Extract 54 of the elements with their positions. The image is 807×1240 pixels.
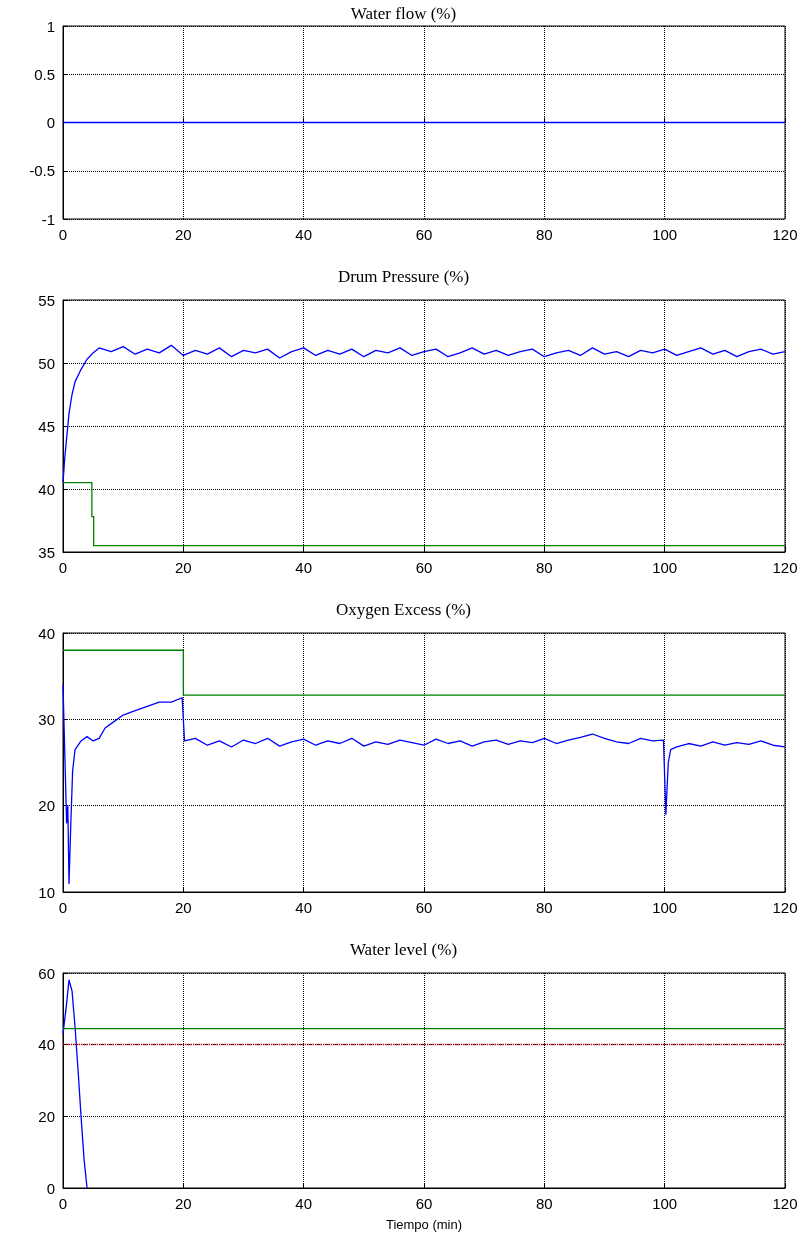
y-tick-label: 35 — [38, 543, 55, 561]
x-tick-label: 120 — [772, 559, 798, 576]
x-tick-label: 120 — [772, 226, 798, 243]
y-tick-label: 0 — [46, 1179, 55, 1197]
x-tick-label: 60 — [415, 1195, 433, 1212]
y-tick-label: 20 — [38, 797, 55, 815]
chart-title: Water level (%) — [349, 940, 458, 959]
y-tick-label: -0.5 — [29, 162, 55, 180]
chart-title: Drum Pressure (%) — [337, 267, 470, 286]
x-tick-label: 80 — [535, 899, 553, 916]
x-tick-label: 100 — [652, 226, 678, 243]
x-tick-label: 0 — [58, 1195, 68, 1212]
chart-title: Oxygen Excess (%) — [335, 600, 472, 619]
x-tick-label: 20 — [174, 226, 192, 243]
line-series — [62, 979, 88, 1189]
y-tick-label: 0 — [46, 114, 55, 131]
x-tick-label: 60 — [415, 226, 433, 243]
y-tick-label: -1 — [41, 210, 55, 228]
x-tick-label: 60 — [415, 899, 433, 916]
y-tick-label: 40 — [38, 480, 55, 498]
x-tick-label: 100 — [652, 899, 678, 916]
y-tick-label: 60 — [38, 964, 55, 982]
y-tick-label: 20 — [38, 1107, 55, 1125]
x-tick-label: 100 — [652, 559, 678, 576]
line-series — [62, 684, 786, 885]
x-tick-label: 40 — [295, 1195, 313, 1212]
x-tick-label: 20 — [174, 559, 192, 576]
y-tick-label: 40 — [38, 624, 55, 642]
chart-title: Water flow (%) — [350, 4, 457, 23]
x-tick-label: 40 — [295, 899, 313, 916]
x-tick-label: 20 — [174, 899, 192, 916]
x-tick-label: 80 — [535, 226, 553, 243]
x-tick-label: 0 — [58, 559, 68, 576]
x-tick-label: 40 — [295, 226, 313, 243]
y-tick-label: 1 — [46, 17, 55, 35]
x-tick-label: 20 — [174, 1195, 192, 1212]
x-tick-label: 0 — [58, 226, 68, 243]
y-tick-label: 45 — [38, 417, 55, 435]
y-tick-label: 55 — [38, 291, 55, 309]
x-axis-title: Tiempo (min) — [385, 1217, 463, 1232]
y-tick-label: 10 — [38, 883, 55, 901]
x-tick-label: 100 — [652, 1195, 678, 1212]
x-tick-label: 120 — [772, 899, 798, 916]
y-tick-label: 0.5 — [34, 65, 55, 83]
y-tick-label: 50 — [38, 354, 55, 372]
y-tick-label: 30 — [38, 710, 55, 728]
x-tick-label: 80 — [535, 1195, 553, 1212]
x-tick-label: 80 — [535, 559, 553, 576]
line-series — [62, 344, 786, 484]
x-tick-label: 40 — [295, 559, 313, 576]
x-tick-label: 60 — [415, 559, 433, 576]
y-tick-label: 40 — [38, 1036, 55, 1054]
x-tick-label: 120 — [772, 1195, 798, 1212]
x-tick-label: 0 — [58, 899, 68, 916]
